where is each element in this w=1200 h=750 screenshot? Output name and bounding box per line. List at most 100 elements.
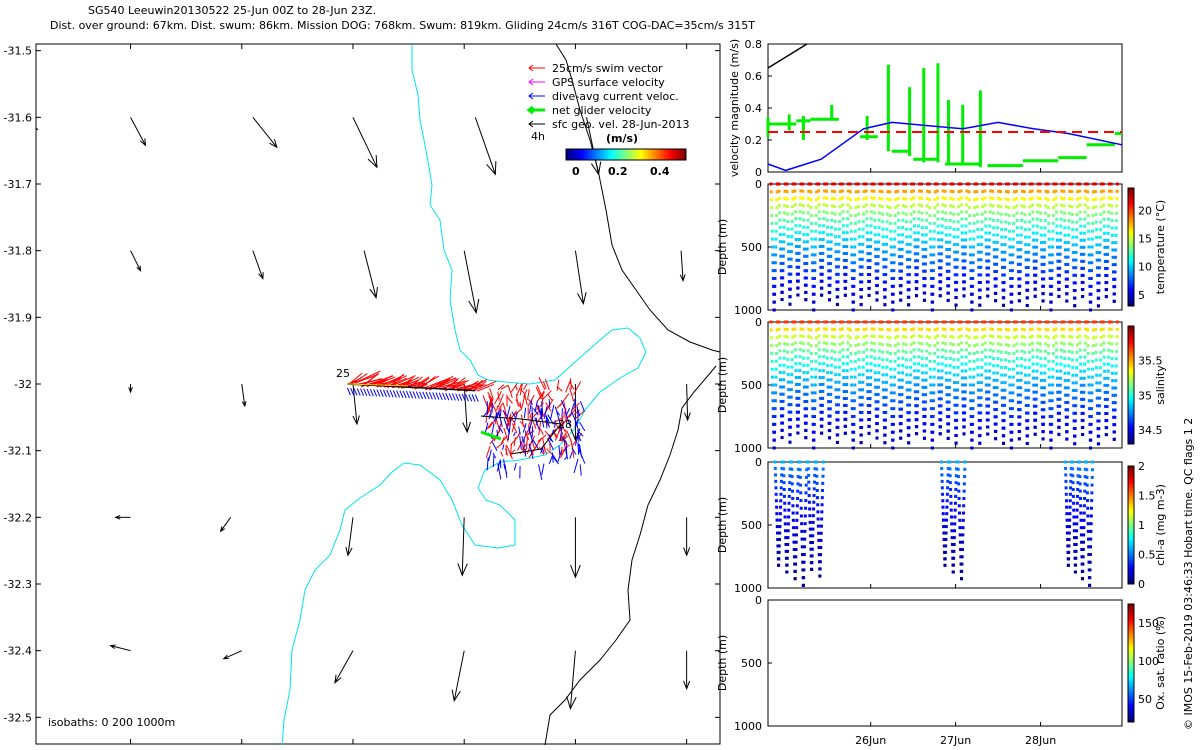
chla-sample (1064, 499, 1068, 503)
temperature-sample (916, 238, 920, 242)
salinity-sample (877, 349, 881, 353)
salinity-sample (856, 320, 860, 324)
salinity-sample (935, 327, 939, 331)
temperature-sample (794, 224, 798, 228)
chla-sample (785, 556, 789, 560)
salinity-sample (770, 352, 774, 355)
temperature-sample (945, 247, 949, 251)
salinity-sample (899, 429, 903, 433)
temperature-sample (1073, 281, 1077, 285)
temperature-sample (944, 218, 948, 222)
temperature-sample (857, 212, 861, 216)
salinity-sample (1081, 411, 1085, 415)
salinity-sample (989, 327, 993, 331)
salinity-sample (905, 388, 909, 392)
temperature-colorbar-cell (1128, 288, 1134, 292)
chla-sample (779, 479, 783, 483)
sfc-vector-head (577, 292, 587, 305)
salinity-colorbar-cell (1128, 405, 1134, 410)
temperature-sample (861, 242, 865, 246)
chla-sample (782, 487, 786, 491)
salinity-sample (1020, 335, 1024, 339)
dac-vector (497, 463, 502, 480)
chla-colorbar-cell (1128, 530, 1134, 535)
chla-colorbar-cell (1128, 513, 1134, 517)
dac-vector (518, 426, 521, 435)
temperature-sample (960, 224, 964, 228)
temperature-sample (1091, 221, 1095, 225)
salinity-sample (1072, 396, 1076, 400)
chla-colorbar-cell (1128, 498, 1134, 502)
temperature-sample (921, 262, 925, 266)
salinity-sample (1043, 364, 1047, 368)
chla-sample (809, 541, 813, 545)
temperature-sample (774, 253, 778, 257)
temperature-sample (1111, 248, 1115, 252)
chla-sample (1064, 473, 1068, 477)
swim-vector (493, 428, 501, 442)
chla-colorbar-cell (1128, 474, 1134, 479)
chla-sample (782, 467, 786, 471)
temperature-sample (1114, 219, 1118, 223)
salinity-sample (865, 376, 869, 380)
salinity-sample (963, 383, 967, 387)
salinity-sample (1052, 328, 1056, 332)
swim-vector (510, 449, 516, 455)
temperature-sample (1086, 198, 1090, 202)
chla-sample (1074, 536, 1078, 540)
sfc-vector-head (486, 161, 497, 176)
salinity-sample (1031, 341, 1035, 345)
chla-sample (957, 504, 961, 508)
chla-sample (1064, 479, 1068, 483)
chla-sample (778, 525, 782, 529)
temperature-sample (860, 265, 864, 269)
salinity-sample (894, 336, 898, 340)
salinity-sample (991, 349, 995, 353)
salinity-sample (1011, 399, 1015, 403)
salinity-sample (846, 327, 850, 331)
temperature-sample (1107, 210, 1111, 214)
salinity-sample (837, 388, 841, 392)
temperature-colorbar-cell (1128, 261, 1134, 266)
oxygen-colorbar-cell (1128, 624, 1134, 629)
temperature-sample (876, 255, 880, 259)
salinity-sample (1089, 446, 1093, 450)
temperature-sample (1040, 255, 1044, 259)
temperature-sample (977, 258, 981, 262)
salinity-sample (990, 320, 994, 324)
temperature-sample (913, 245, 917, 249)
salinity-sample (1010, 422, 1014, 426)
temperature-sample (1046, 198, 1050, 202)
temperature-sample (908, 242, 912, 246)
salinity-sample (1057, 411, 1061, 415)
temperature-sample (873, 211, 877, 215)
temperature-sample (777, 182, 781, 186)
dac-vector (537, 405, 541, 414)
temperature-sample (1046, 206, 1050, 210)
salinity-sample (924, 385, 928, 389)
colorbar-cell (680, 149, 683, 160)
temperature-sample (1066, 248, 1070, 252)
salinity-sample (994, 437, 998, 441)
temperature-sample (964, 238, 968, 242)
temperature-sample (1027, 243, 1031, 247)
swim-vector (511, 423, 516, 433)
swim-vector (434, 378, 460, 389)
temperature-sample (1067, 219, 1071, 223)
oxygen-colorbar-cell (1128, 701, 1134, 705)
temperature-colorbar-cell (1128, 255, 1134, 260)
temperature-sample (1042, 255, 1046, 259)
chla-sample (960, 569, 964, 573)
salinity-sample (1113, 393, 1117, 397)
chla-sample (1082, 504, 1086, 508)
salinity-colorbar-cell (1128, 355, 1134, 359)
temperature-sample (1000, 228, 1004, 232)
chla-sample (1090, 491, 1094, 495)
dac-vector (522, 423, 527, 433)
salinity-sample (1007, 352, 1011, 355)
dac-vector (353, 388, 358, 396)
salinity-sample (1003, 403, 1007, 407)
temperature-sample (801, 211, 805, 215)
temperature-sample (991, 211, 995, 215)
temperature-sample (954, 296, 958, 300)
